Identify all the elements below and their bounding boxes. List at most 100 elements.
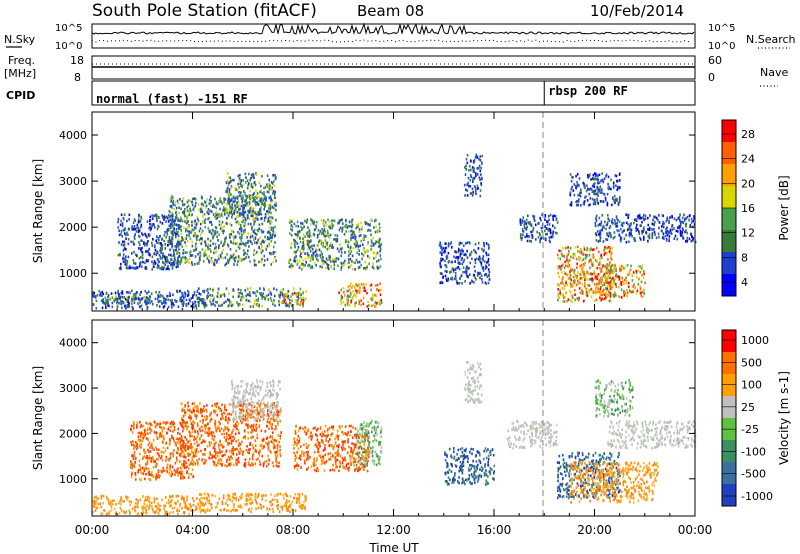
data-cell: [165, 421, 168, 424]
data-cell: [285, 300, 287, 303]
data-cell: [162, 504, 165, 508]
data-cell: [473, 176, 476, 180]
data-cell: [457, 266, 460, 269]
data-cell: [184, 220, 186, 223]
data-cell: [460, 252, 463, 256]
data-cell: [358, 234, 361, 238]
data-cell: [662, 235, 665, 239]
data-cell: [604, 265, 606, 268]
data-cell: [606, 201, 609, 205]
data-cell: [107, 304, 109, 307]
data-cell: [132, 457, 135, 461]
data-cell: [613, 231, 616, 234]
data-cell: [324, 231, 326, 235]
data-cell: [240, 227, 243, 230]
data-cell: [616, 179, 618, 183]
data-cell: [583, 285, 586, 288]
data-cell: [302, 302, 304, 305]
data-cell: [585, 293, 587, 296]
data-cell: [372, 297, 374, 300]
data-cell: [249, 239, 251, 243]
data-cell: [138, 459, 141, 463]
data-cell: [276, 493, 278, 497]
data-cell: [285, 301, 287, 304]
data-cell: [602, 192, 605, 196]
data-cell: [284, 298, 286, 302]
data-cell: [471, 194, 474, 197]
data-cell: [627, 216, 629, 219]
data-cell: [345, 219, 347, 223]
data-cell: [570, 283, 572, 287]
data-cell: [127, 300, 129, 303]
data-cell: [260, 242, 262, 246]
data-cell: [199, 500, 202, 503]
data-cell: [585, 253, 587, 257]
data-cell: [355, 289, 357, 293]
data-cell: [576, 266, 578, 269]
data-cell: [375, 284, 377, 287]
data-cell: [465, 242, 467, 245]
data-cell: [250, 214, 253, 217]
data-cell: [175, 262, 177, 265]
data-cell: [155, 446, 157, 449]
data-cell: [235, 249, 237, 253]
data-cell: [212, 213, 215, 216]
data-cell: [484, 267, 487, 270]
data-cell: [565, 281, 567, 284]
data-cell: [291, 304, 293, 307]
data-cell: [299, 287, 302, 291]
data-cell: [638, 232, 641, 236]
data-cell: [191, 497, 194, 500]
data-cell: [569, 289, 571, 293]
data-cell: [187, 214, 189, 218]
data-cell: [370, 297, 372, 300]
data-cell: [370, 288, 372, 292]
data-cell: [444, 242, 446, 245]
data-cell: [372, 251, 375, 255]
data-cell: [192, 234, 195, 238]
data-cell: [297, 496, 300, 500]
data-cell: [564, 246, 567, 250]
data-cell: [174, 257, 176, 260]
data-cell: [357, 244, 359, 248]
data-cell: [145, 496, 147, 499]
data-cell: [562, 282, 565, 285]
data-cell: [220, 214, 222, 217]
data-cell: [188, 230, 191, 234]
data-cell: [260, 291, 263, 295]
data-cell: [675, 218, 678, 222]
data-cell: [118, 301, 120, 305]
data-cell: [203, 219, 205, 223]
data-cell: [341, 227, 343, 231]
data-cell: [202, 300, 204, 303]
data-cell: [606, 271, 609, 275]
power-y-axis-label: Slant Range [km]: [31, 159, 45, 263]
data-cell: [267, 298, 270, 301]
data-cell: [162, 267, 165, 271]
data-cell: [226, 503, 229, 507]
data-cell: [466, 189, 469, 192]
data-cell: [464, 253, 467, 256]
data-cell: [172, 196, 174, 199]
data-cell: [205, 502, 207, 505]
data-cell: [251, 194, 253, 197]
data-cell: [225, 190, 227, 193]
data-cell: [250, 510, 252, 513]
data-cell: [681, 216, 684, 220]
data-cell: [348, 266, 350, 269]
data-cell: [229, 301, 232, 305]
data-cell: [461, 248, 463, 252]
data-cell: [485, 266, 488, 269]
data-cell: [158, 448, 160, 452]
data-cell: [258, 304, 260, 308]
data-cell: [113, 507, 116, 511]
data-cell: [273, 294, 276, 298]
data-cell: [188, 234, 191, 238]
data-cell: [135, 447, 138, 451]
data-cell: [229, 222, 231, 225]
data-cell: [214, 247, 216, 250]
data-cell: [220, 255, 222, 259]
data-cell: [345, 224, 348, 227]
data-cell: [95, 299, 98, 303]
data-cell: [485, 242, 488, 245]
